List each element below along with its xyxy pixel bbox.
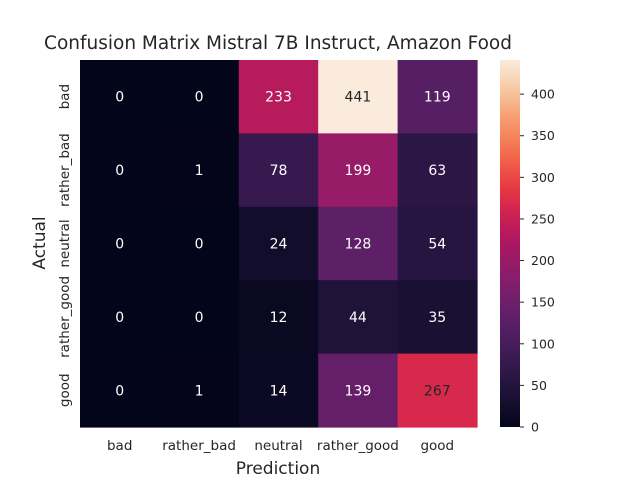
cell-value-label: 14 [270, 383, 288, 399]
cell-value-label: 54 [428, 237, 446, 253]
heatmap-cell [159, 353, 240, 428]
colorbar-tick-label: 250 [531, 211, 555, 226]
heatmap-cells [80, 60, 478, 428]
colorbar-tick-label: 100 [531, 336, 555, 351]
cell-value-label: 0 [195, 310, 204, 326]
cell-value-label: 233 [265, 90, 292, 106]
heatmap-cell [159, 133, 240, 208]
colorbar-tick-label: 350 [531, 128, 555, 143]
cell-value-label: 35 [428, 310, 446, 326]
colorbar-tick-label: 400 [531, 87, 555, 102]
cell-value-label: 441 [345, 90, 372, 106]
heatmap-cell [80, 353, 160, 428]
heatmap-cell [238, 60, 319, 134]
heatmap-cell [397, 60, 478, 134]
heatmap-cell [80, 133, 160, 208]
cell-value-label: 0 [115, 383, 124, 399]
cell-value-label: 24 [270, 237, 288, 253]
x-tick-label: bad [107, 438, 132, 454]
cell-value-label: 199 [345, 163, 372, 179]
colorbar [500, 60, 520, 427]
cell-value-label: 0 [195, 237, 204, 253]
heatmap-cell [397, 353, 478, 428]
cell-value-label: 0 [115, 90, 124, 106]
heatmap-cell [238, 133, 319, 208]
y-tick-label: good [57, 373, 73, 407]
heatmap-cell [318, 60, 399, 134]
cell-value-label: 0 [115, 163, 124, 179]
y-tick-label: rather_good [57, 276, 73, 358]
cell-value-label: 63 [428, 163, 446, 179]
x-tick-label: neutral [254, 438, 302, 454]
cell-value-label: 0 [115, 310, 124, 326]
colorbar-tick-label: 0 [531, 420, 539, 435]
y-axis-label: Actual [30, 216, 50, 269]
heatmap-cell [238, 353, 319, 428]
heatmap-cell [397, 133, 478, 208]
heatmap-cell [80, 206, 160, 281]
cell-value-label: 0 [115, 237, 124, 253]
y-tick-label: rather_bad [57, 133, 73, 207]
heatmap-cell [80, 60, 160, 134]
x-tick-label: good [420, 438, 454, 454]
x-tick-label: rather_bad [162, 438, 236, 454]
cell-value-label: 139 [345, 383, 372, 399]
chart-title: Confusion Matrix Mistral 7B Instruct, Am… [44, 33, 512, 54]
cell-value-label: 0 [195, 90, 204, 106]
y-tick-label: neutral [57, 219, 73, 267]
heatmap-cell-labels: 0 0 233 441 119 0 1 78 199 63 0 0 24 128 54 0 0 12 44 35 0 1 1… [115, 90, 450, 400]
x-tick-label: rather_good [317, 438, 399, 454]
cell-value-label: 12 [270, 310, 288, 326]
heatmap-cell [238, 206, 319, 281]
colorbar-tick-label: 300 [531, 170, 555, 185]
cell-value-label: 1 [195, 383, 204, 399]
colorbar-tick-label: 200 [531, 253, 555, 268]
cell-value-label: 267 [424, 383, 451, 399]
heatmap-cell [318, 206, 399, 281]
cell-value-label: 44 [349, 310, 367, 326]
cell-value-label: 119 [424, 90, 451, 106]
cell-value-label: 78 [270, 163, 288, 179]
heatmap-cell [318, 133, 399, 208]
heatmap-cell [159, 206, 240, 281]
x-tick-labels: bad rather_bad neutral rather_good good [107, 438, 454, 454]
heatmap-cell [80, 280, 160, 355]
x-axis-label: Prediction [236, 459, 320, 479]
heatmap-cell [318, 280, 399, 355]
cell-value-label: 128 [345, 237, 372, 253]
cell-value-label: 1 [195, 163, 204, 179]
heatmap-cell [397, 280, 478, 355]
heatmap-cell [159, 280, 240, 355]
colorbar-tick-label: 50 [531, 378, 547, 393]
y-tick-label: bad [57, 84, 73, 109]
heatmap-cell [238, 280, 319, 355]
heatmap-cell [397, 206, 478, 281]
heatmap-cell [159, 60, 240, 134]
colorbar-tick-label: 150 [531, 295, 555, 310]
colorbar-ticks: 0 50 100 150 200 250 300 350 400 [520, 87, 555, 435]
heatmap-cell [318, 353, 399, 428]
